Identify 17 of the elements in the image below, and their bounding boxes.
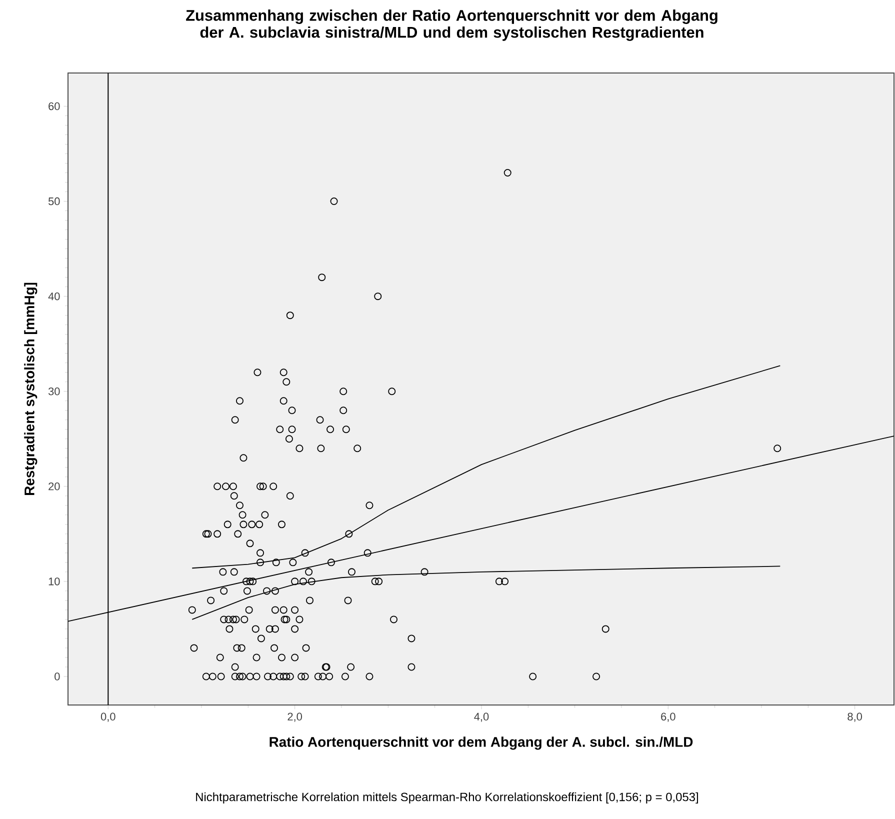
line-series	[192, 566, 781, 620]
y-tick-label: 30	[48, 387, 60, 396]
x-tick-label: 8,0	[848, 712, 862, 722]
y-tick-label: 20	[48, 482, 60, 490]
x-tick-label: 2,0	[288, 712, 302, 722]
text: Nichtparametrische Korrelation mittels Spearman-Rho Korrelationskoeffizient [0,156; p = 0,053]	[196, 792, 698, 804]
x-tick-label: 6,0	[661, 712, 676, 722]
y-tick-label: 10	[48, 578, 60, 586]
y-axis-title: Restgradient systolisch [mmHg]	[24, 282, 38, 495]
x-tick-label: 0,0	[100, 712, 116, 722]
chart-title: Zusammenhang zwischen der Ratio Aortenquerschnitt vor dem Abgang der A. subclavia sinistra/MLD und dem systolischen Restgradienten	[186, 10, 718, 41]
x-axis-title: Ratio Aortenquerschnitt vor dem Abgang der A. subcl. sin./MLD	[270, 736, 693, 750]
y-tick-label: 0	[54, 672, 60, 680]
y-tick-label: 60	[48, 102, 60, 110]
y-tick-label: 50	[48, 197, 60, 206]
y-tick-label: 40	[48, 292, 60, 300]
x-tick-label: 4,0	[474, 712, 489, 722]
